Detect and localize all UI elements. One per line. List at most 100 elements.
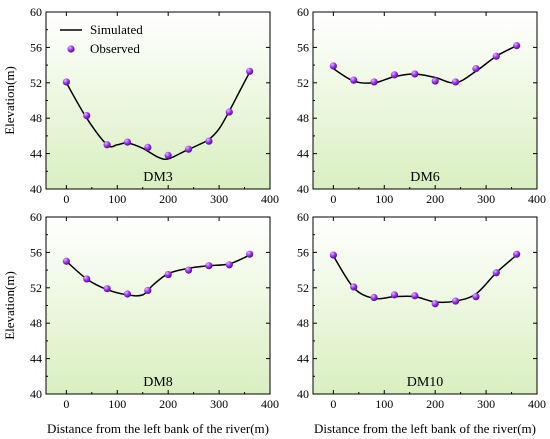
x-tick-label: 100 xyxy=(375,192,393,206)
data-point-observed xyxy=(329,251,337,259)
x-tick-label: 0 xyxy=(63,397,69,411)
x-tick-label: 400 xyxy=(261,192,279,206)
data-point-observed xyxy=(431,77,439,85)
panel-label: DM10 xyxy=(407,375,444,390)
legend-label: Simulated xyxy=(90,22,143,37)
y-tick-label: 44 xyxy=(297,147,309,161)
data-point-observed xyxy=(431,300,439,308)
y-tick-label: 48 xyxy=(297,316,309,330)
y-tick-label: 56 xyxy=(297,40,309,54)
legend-label: Observed xyxy=(90,41,140,56)
data-point-observed xyxy=(205,262,213,270)
series-line-simulated xyxy=(65,254,250,297)
data-point-observed xyxy=(123,290,132,298)
data-point-observed xyxy=(246,67,254,75)
data-point-observed xyxy=(513,42,521,50)
data-point-observed xyxy=(472,65,480,73)
x-tick-label: 300 xyxy=(477,397,495,411)
y-tick-label: 40 xyxy=(297,387,309,401)
x-tick-label: 100 xyxy=(108,397,126,411)
data-point-observed xyxy=(225,108,233,116)
x-tick-label: 400 xyxy=(528,397,546,411)
data-point-observed xyxy=(390,71,399,79)
y-tick-label: 52 xyxy=(30,281,42,295)
y-tick-label: 56 xyxy=(30,40,42,54)
x-tick-label: 200 xyxy=(426,397,444,411)
x-tick-label: 400 xyxy=(261,397,279,411)
data-point-observed xyxy=(103,285,111,293)
x-axis-label: Distance from the left bank of the river… xyxy=(47,421,269,436)
data-point-observed xyxy=(123,138,132,146)
data-point-observed xyxy=(246,250,254,258)
chart-panel-dm10: 0 100 200 300 400 40 44 48 52 56 60 DM10 Distance fr… xyxy=(297,210,546,436)
data-point-observed xyxy=(390,291,399,299)
y-tick-label: 52 xyxy=(297,76,309,90)
x-tick-label: 200 xyxy=(426,192,444,206)
data-point-observed xyxy=(184,266,193,274)
plot-frame xyxy=(45,216,271,395)
data-point-observed xyxy=(451,78,460,86)
y-tick-label: 60 xyxy=(30,210,42,224)
chart-panel-dm8: 0 100 200 300 400 40 44 48 52 56 60 DM8 Elevation(m)… xyxy=(2,210,279,436)
x-tick-label: 200 xyxy=(159,192,177,206)
data-point-observed xyxy=(350,283,358,291)
data-point-observed xyxy=(329,62,337,70)
y-tick-label: 60 xyxy=(297,5,309,19)
plot-frame xyxy=(312,216,538,395)
y-tick-label: 52 xyxy=(30,76,42,90)
data-point-observed xyxy=(62,78,70,86)
plot-background xyxy=(46,217,270,394)
y-tick-label: 60 xyxy=(30,5,42,19)
y-tick-label: 48 xyxy=(30,111,42,125)
y-tick-label: 56 xyxy=(297,245,309,259)
legend-marker-swatch xyxy=(67,45,75,53)
data-point-observed xyxy=(451,297,460,305)
y-tick-label: 52 xyxy=(297,281,309,295)
data-point-observed xyxy=(492,52,500,60)
data-point-observed xyxy=(144,143,152,152)
data-point-observed xyxy=(144,286,152,295)
data-point-observed xyxy=(103,141,111,149)
data-point-observed xyxy=(205,137,213,145)
plot-frame xyxy=(312,11,538,190)
chart-panel-dm3: 0 100 200 300 400 40 44 48 52 56 60 DM3 Elevation(m)… xyxy=(2,5,279,206)
x-tick-label: 0 xyxy=(63,192,69,206)
legend: Simulated Observed xyxy=(60,22,143,56)
data-point-observed xyxy=(472,293,480,301)
plot-background xyxy=(46,12,270,189)
data-point-observed xyxy=(411,292,419,300)
data-point-observed xyxy=(492,269,500,277)
panel-label: DM3 xyxy=(143,170,173,185)
data-point-observed xyxy=(62,257,70,265)
data-point-observed xyxy=(83,275,91,283)
y-tick-label: 60 xyxy=(297,210,309,224)
data-point-observed xyxy=(370,78,378,86)
data-point-observed xyxy=(83,111,91,120)
y-tick-label: 48 xyxy=(297,111,309,125)
data-point-observed xyxy=(513,250,521,258)
y-tick-label: 44 xyxy=(297,352,309,366)
data-point-observed xyxy=(164,151,172,159)
data-point-observed xyxy=(225,261,233,269)
chart-panel-dm6: 0 100 200 300 400 40 44 48 52 56 60 DM6 xyxy=(297,5,546,206)
series-line-simulated xyxy=(332,254,518,304)
series-line-simulated xyxy=(332,44,517,84)
y-tick-label: 48 xyxy=(30,316,42,330)
x-tick-label: 300 xyxy=(477,192,495,206)
data-point-observed xyxy=(164,270,172,279)
x-tick-label: 100 xyxy=(108,192,126,206)
x-tick-label: 0 xyxy=(330,397,336,411)
data-point-observed xyxy=(370,293,378,302)
y-tick-label: 44 xyxy=(30,352,42,366)
panel-label: DM6 xyxy=(410,170,440,185)
y-tick-label: 56 xyxy=(30,245,42,259)
y-axis-label: Elevation(m) xyxy=(2,66,17,135)
data-point-observed xyxy=(184,145,193,153)
y-tick-label: 40 xyxy=(297,182,309,196)
y-tick-label: 40 xyxy=(30,182,42,196)
x-tick-label: 100 xyxy=(375,397,393,411)
y-tick-label: 40 xyxy=(30,387,42,401)
y-tick-label: 44 xyxy=(30,147,42,161)
x-axis-label: Distance from the left bank of the river… xyxy=(314,421,536,436)
plot-background xyxy=(313,217,537,394)
